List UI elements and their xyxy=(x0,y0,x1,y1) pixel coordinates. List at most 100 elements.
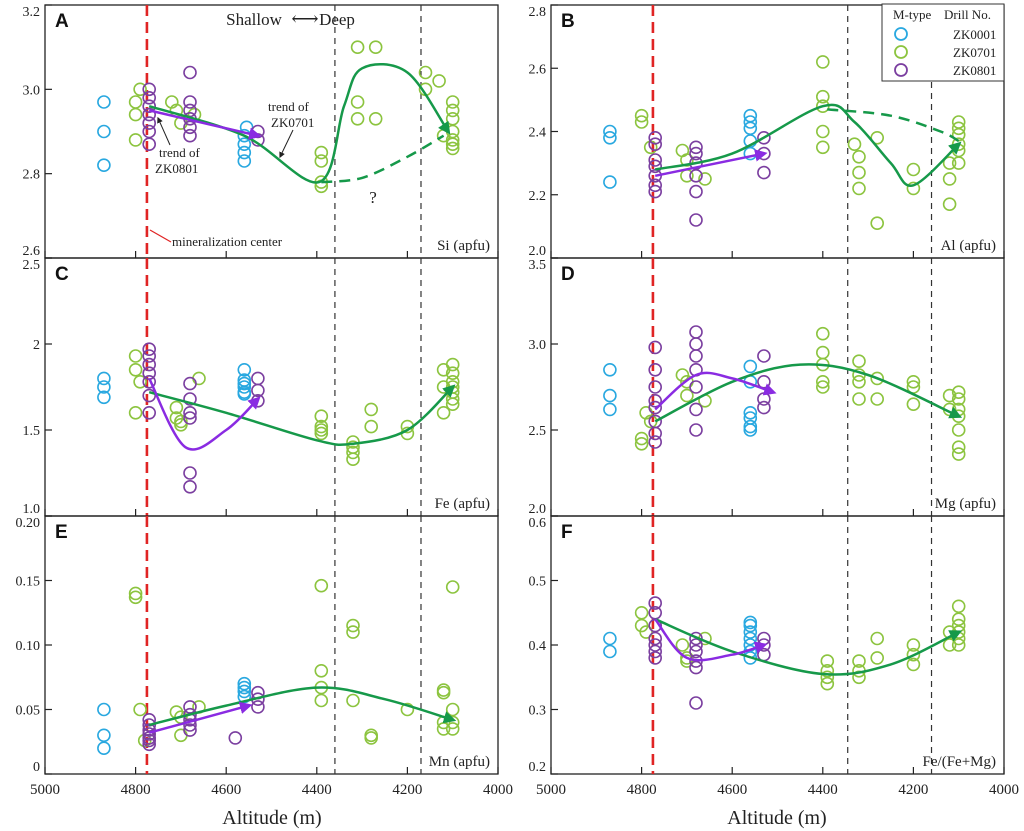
panel-E-point-zk0801 xyxy=(142,733,156,748)
panel-A-point-zk0001 xyxy=(97,95,111,109)
panel-A-y-tick-label: 3.2 xyxy=(23,5,41,20)
panel-A-letter: A xyxy=(55,11,69,32)
panel-A-y-tick-label: 3.0 xyxy=(23,83,41,98)
panel-D-point-zk0701 xyxy=(815,374,830,389)
panel-D-point-zk0701 xyxy=(815,326,830,341)
panel-C-y-tick-label: 1.0 xyxy=(23,502,41,517)
panel-B-trend-zk0701 xyxy=(654,103,962,187)
mineralization-center-label: mineralization center xyxy=(172,234,283,249)
panel-A-annotation-trend-0801-line2: ZK0801 xyxy=(155,161,198,176)
panel-B-letter: B xyxy=(561,11,575,32)
panel-C-point-zk0701 xyxy=(445,366,460,381)
panel-A-point-zk0801 xyxy=(142,107,156,122)
panel-E-point-zk0701 xyxy=(346,693,360,708)
panel-E-y-tick-label: 0.15 xyxy=(16,575,41,590)
panel-A-annotation-question: ? xyxy=(369,188,377,207)
panel-C-point-zk0801 xyxy=(142,374,156,389)
panel-C-point-zk0701 xyxy=(128,349,143,363)
panel-B-point-zk0701 xyxy=(906,181,921,196)
legend-label-zk0001: ZK0001 xyxy=(953,27,996,42)
panel-B-y-tick-label: 2.0 xyxy=(529,244,547,259)
panel-C-point-zk0801 xyxy=(142,349,156,363)
panel-E-point-zk0001 xyxy=(97,728,111,743)
panel-F-point-zk0701 xyxy=(870,651,885,665)
panel-C-point-zk0701 xyxy=(445,357,460,372)
panel-D-point-zk0701 xyxy=(951,423,966,437)
panel-E-point-zk0801 xyxy=(183,700,197,714)
panel-D-point-zk0701 xyxy=(906,397,921,412)
panel-C-point-zk0001 xyxy=(237,376,252,391)
panel-A-trend-zk0701 xyxy=(148,63,451,184)
panel-F: 0.2 0.3 0.4 0.5 0.6 5000 4800 4600 4400 4200 4000 F… xyxy=(529,515,1019,798)
panel-C-point-zk0701 xyxy=(314,419,329,434)
panel-E-point-zk0001 xyxy=(237,676,252,691)
panel-F-point-zk0001 xyxy=(603,631,617,646)
panel-E-ylabel: Mn (apfu) xyxy=(429,754,490,770)
mineralization-center-pointer xyxy=(149,229,172,243)
panel-C-point-zk0701 xyxy=(169,411,184,425)
panel-E-point-zk0801 xyxy=(142,737,156,752)
panel-A-annotation-trend-0801-line1: trend of xyxy=(159,145,200,160)
panel-E-x-tick-label: 4000 xyxy=(483,782,513,798)
panel-D-point-zk0801 xyxy=(648,362,663,377)
panel-E-x-tick-label: 4400 xyxy=(302,782,332,798)
panel-B-point-zk0701 xyxy=(815,55,830,69)
panel-B-point-zk0801 xyxy=(648,137,663,151)
panel-F-point-zk0701 xyxy=(906,638,921,652)
legend-box xyxy=(881,3,1005,82)
panel-B-trend-zk0801 xyxy=(654,149,768,178)
panel-B-point-zk0701 xyxy=(951,156,966,170)
panel-B-point-zk0801 xyxy=(689,169,703,183)
panel-D-point-zk0801 xyxy=(648,426,663,441)
panel-C-point-zk0801 xyxy=(142,388,156,403)
panel-E-point-zk0701 xyxy=(314,693,329,708)
panel-C-point-zk0701 xyxy=(192,371,206,386)
panel-D-point-zk0701 xyxy=(906,374,921,389)
panel-C-point-zk0701 xyxy=(169,400,184,415)
panel-D: 2.0 2.5 3.0 3.5 D Mg (apfu) xyxy=(529,257,1005,517)
panel-F-point-zk0801 xyxy=(648,644,663,659)
panel-C-point-zk0801 xyxy=(183,479,197,494)
panel-D-point-zk0701 xyxy=(942,388,957,403)
panel-F-point-zk0701 xyxy=(820,676,835,691)
panel-C-point-zk0701 xyxy=(314,409,329,424)
panel-F-point-zk0801 xyxy=(689,644,703,659)
panel-D-point-zk0701 xyxy=(870,371,885,386)
panel-F-letter: F xyxy=(561,522,573,543)
panel-B-y-tick-label: 2.8 xyxy=(529,5,547,20)
panel-B-point-zk0701 xyxy=(951,121,966,136)
panel-B-point-zk0701 xyxy=(634,115,649,129)
panel-F-trend-zk0701 xyxy=(654,618,963,676)
panel-A-point-zk0801 xyxy=(142,99,156,113)
panel-C-point-zk0701 xyxy=(128,405,143,420)
panel-A-point-zk0701 xyxy=(128,107,143,122)
panel-B-y-tick-label: 2.4 xyxy=(529,126,547,141)
panel-F-point-zk0001 xyxy=(743,618,758,633)
panel-E-point-zk0701 xyxy=(314,578,329,593)
panel-E-point-zk0801 xyxy=(142,727,156,741)
panel-D-point-zk0801 xyxy=(757,400,771,415)
panel-F-point-zk0001 xyxy=(743,625,758,639)
panel-D-point-zk0001 xyxy=(603,402,617,417)
panel-A-point-zk0701 xyxy=(128,95,143,109)
panel-F-point-zk0701 xyxy=(951,599,966,614)
panel-A-y-tick-label: 2.6 xyxy=(23,244,41,259)
panel-E-point-zk0701 xyxy=(400,702,415,717)
panel-B-point-zk0701 xyxy=(942,156,957,170)
panel-D-point-zk0001 xyxy=(743,419,758,434)
panel-E-x-tick-label: 4200 xyxy=(392,782,422,798)
panel-C-point-zk0801 xyxy=(142,342,156,357)
panel-E-x-tick-label: 4600 xyxy=(211,782,241,798)
panel-B-point-zk0701 xyxy=(852,150,866,164)
panel-F-x-tick-label: 5000 xyxy=(536,782,566,798)
panel-F-x-tick-label: 4000 xyxy=(989,782,1019,798)
panel-C-point-zk0801 xyxy=(183,376,197,391)
panel-C-point-zk0001 xyxy=(237,387,252,401)
panel-C-trend-zk0701 xyxy=(148,384,456,447)
panel-E-point-zk0801 xyxy=(228,731,243,745)
x-axis-label-left: Altitude (m) xyxy=(222,807,321,829)
panel-C-point-zk0001 xyxy=(97,371,111,386)
panel-F-point-zk0801 xyxy=(648,638,663,652)
panel-A-point-zk0701 xyxy=(368,40,383,55)
legend-label-zk0801: ZK0801 xyxy=(953,63,996,78)
